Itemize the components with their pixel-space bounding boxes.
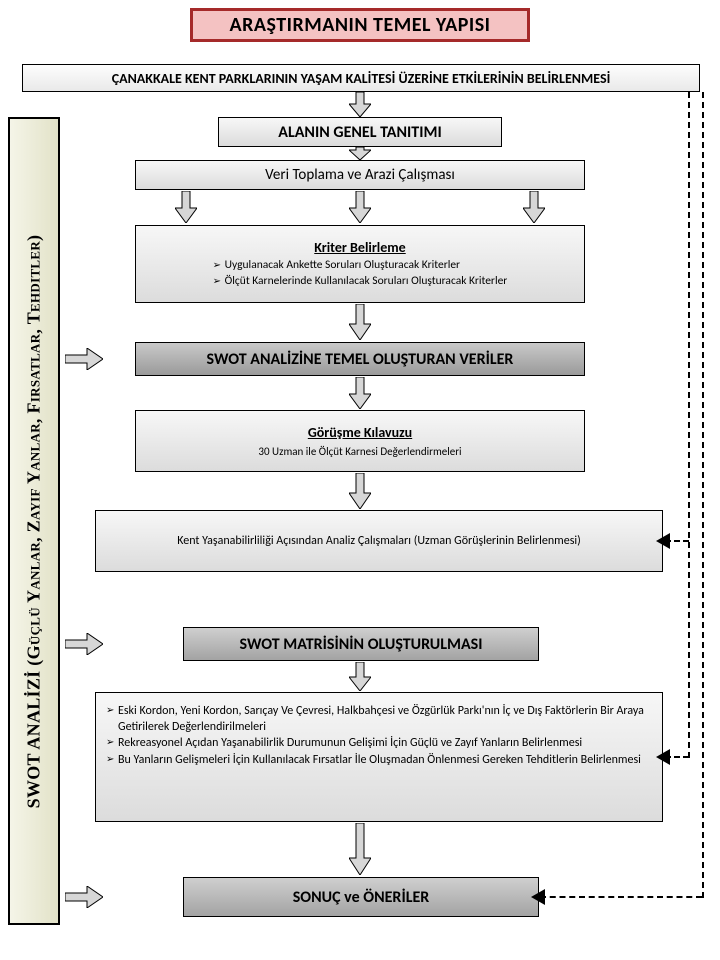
arrow-down-icon [349,304,371,340]
box-criteria-list: Uygulanacak Ankette Soruları Oluşturacak… [213,256,508,289]
dashed-line [540,896,702,898]
sidebar-swot: SWOT ANALİZİ (Güçlü Yanlar, Zayıf Yanlar… [8,117,60,925]
interview-guide-sub: 30 Uzman ile Ölçüt Karnesi Değerlendirme… [258,445,461,458]
arrow-down-icon [175,191,197,223]
box-swot-matrix: SWOT MATRİSİNİN OLUŞTURULMASI [183,627,539,661]
dashed-line [702,92,704,898]
sidebar-text: SWOT ANALİZİ (Güçlü Yanlar, Zayıf Yanlar… [24,234,45,808]
evaluation-item: Rekreasyonel Açıdan Yaşanabilirlik Durum… [106,735,652,751]
criteria-item: Ölçüt Karnelerinde Kullanılacak Soruları… [213,274,508,290]
arrow-right-icon [65,633,103,655]
box-interview-guide: Görüşme Kılavuzu 30 Uzman ile Ölçüt Karn… [135,410,585,472]
evaluation-list: Eski Kordon, Yeni Kordon, Sarıçay Ve Çev… [106,701,652,768]
box-swot-data-basis: SWOT ANALİZİNE TEMEL OLUŞTURAN VERİLER [135,342,585,376]
arrow-down-icon [349,147,371,160]
box-criteria: Kriter Belirleme Uygulanacak Ankette Sor… [135,225,585,303]
dashed-arrowhead-icon [656,749,670,770]
arrow-right-icon [65,348,103,370]
main-title: ARAŞTIRMANIN TEMEL YAPISI [190,8,530,42]
box-area-intro: ALANIN GENEL TANITIMI [218,117,502,147]
arrow-down-icon [349,92,371,117]
sidebar-sub-label: (Güçlü Yanlar, Zayıf Yanlar, Fırsatlar, … [24,234,44,665]
box-data-collection: Veri Toplama ve Arazi Çalışması [135,160,585,190]
box-livability-analysis: Kent Yaşanabilirliliği Açısından Analiz … [95,510,663,572]
arrow-down-icon [349,823,371,875]
arrow-down-icon [349,473,371,509]
dashed-line [688,92,690,758]
sidebar-main-label: SWOT ANALİZİ [24,670,44,808]
arrow-down-icon [349,191,371,223]
dashed-arrowhead-icon [656,533,670,554]
arrow-down-icon [349,377,371,409]
interview-guide-title: Görüşme Kılavuzu [308,424,412,441]
arrow-down-icon [523,191,545,223]
flowchart-root: ARAŞTIRMANIN TEMEL YAPISI SWOT ANALİZİ (… [0,0,720,960]
arrow-down-icon [349,662,371,691]
box-project-title: ÇANAKKALE KENT PARKLARININ YAŞAM KALİTES… [22,64,700,92]
arrow-right-icon [65,886,103,908]
box-conclusions: SONUÇ ve ÖNERİLER [183,877,539,917]
dashed-arrowhead-icon [531,889,545,910]
criteria-item: Uygulanacak Ankette Soruları Oluşturacak… [213,258,508,274]
box-criteria-title: Kriter Belirleme [314,239,405,256]
box-evaluation-details: Eski Kordon, Yeni Kordon, Sarıçay Ve Çev… [95,692,663,822]
evaluation-item: Eski Kordon, Yeni Kordon, Sarıçay Ve Çev… [106,703,652,735]
evaluation-item: Bu Yanların Gelişmeleri İçin Kullanılaca… [106,752,652,768]
